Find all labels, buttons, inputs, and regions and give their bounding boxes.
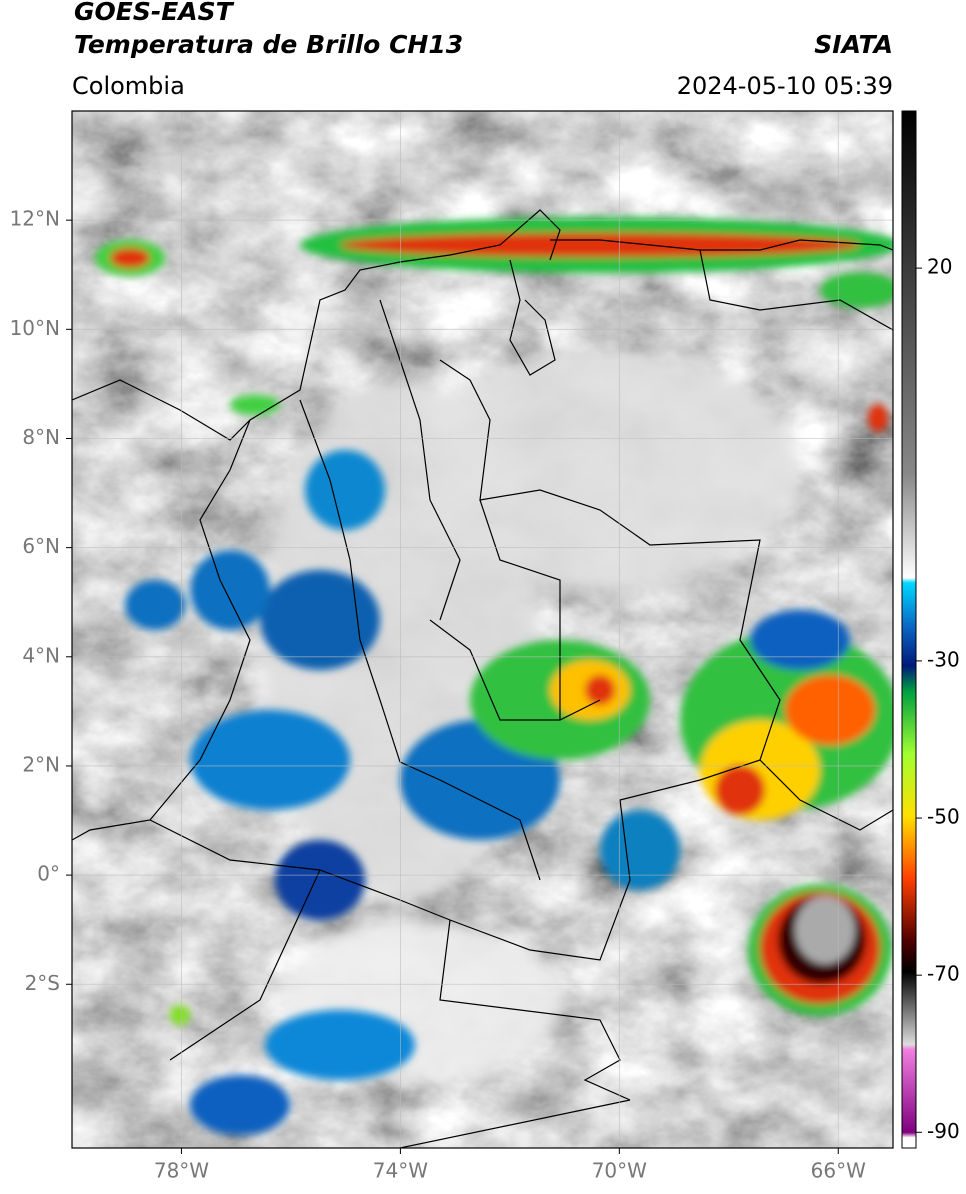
- borders: [72, 209, 893, 1148]
- y-tick-label: 12°N: [10, 207, 60, 231]
- colorbar-tick-label: -90: [927, 1119, 960, 1143]
- satellite-image: [72, 111, 893, 1148]
- datetime: 2024-05-10 05:39: [677, 72, 893, 100]
- y-tick-label: 10°N: [10, 316, 60, 340]
- map-frame: [71, 110, 894, 1149]
- region: Colombia: [72, 72, 185, 100]
- colorbar-tick-label: 20: [927, 255, 952, 279]
- x-tick-label: 70°W: [592, 1159, 647, 1183]
- x-tick-label: 66°W: [811, 1159, 866, 1183]
- x-tick-label: 78°W: [154, 1159, 209, 1183]
- colorbar-tick-label: -70: [927, 962, 960, 986]
- y-tick-label: 4°N: [22, 643, 60, 667]
- title: GOES-EAST: [74, 0, 235, 26]
- colorbar-tick-label: -50: [927, 805, 960, 829]
- x-tick-label: 74°W: [373, 1159, 428, 1183]
- y-tick-label: 2°S: [25, 971, 60, 995]
- source: SIATA: [814, 30, 893, 59]
- y-tick-label: 0°: [37, 862, 60, 886]
- colorbar-tick-label: -30: [927, 647, 960, 671]
- y-tick-label: 6°N: [22, 534, 60, 558]
- y-tick-label: 2°N: [22, 752, 60, 776]
- colorbar: [901, 110, 917, 1149]
- subtitle: Temperatura de Brillo CH13: [74, 30, 463, 59]
- y-tick-label: 8°N: [22, 425, 60, 449]
